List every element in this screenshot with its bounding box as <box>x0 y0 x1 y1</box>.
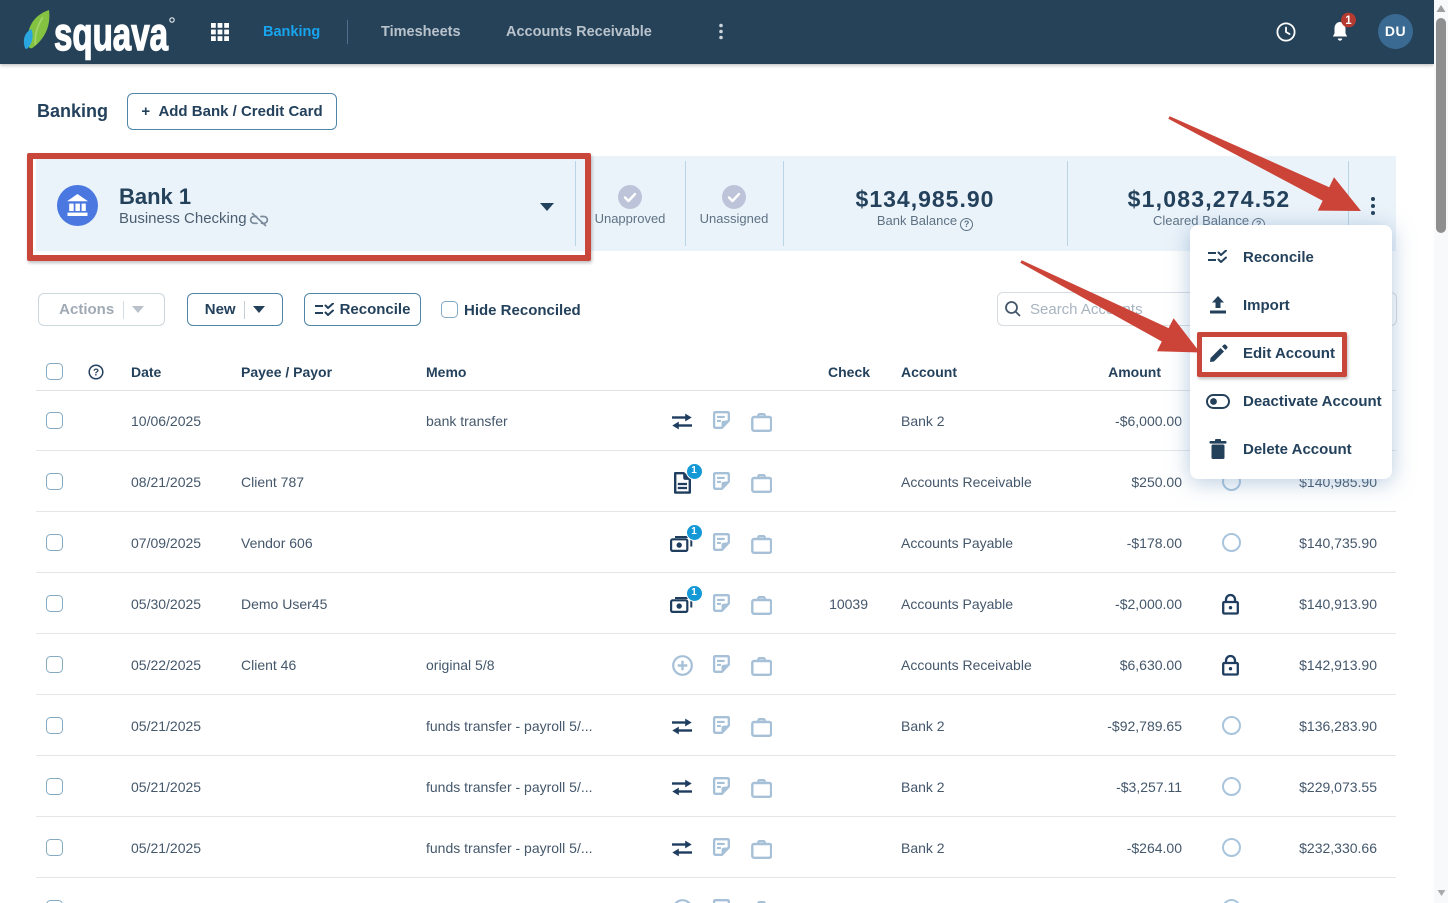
svg-text:?: ? <box>93 368 99 379</box>
svg-text:squava: squava <box>54 8 168 60</box>
svg-text:1: 1 <box>1345 15 1352 27</box>
